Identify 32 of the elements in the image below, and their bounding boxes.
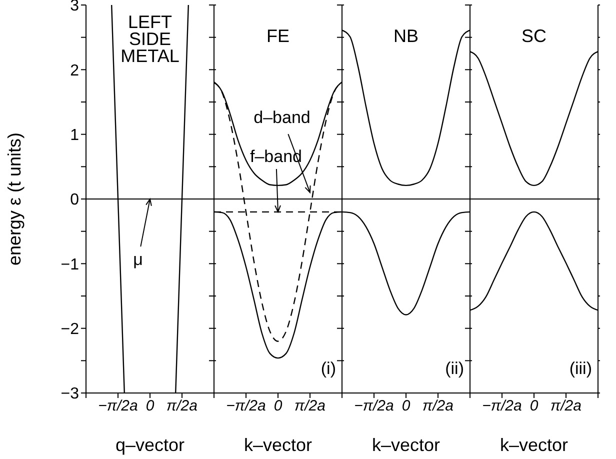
text: LEFT SIDE METAL — [120, 12, 180, 66]
annotation: d–band — [252, 108, 312, 128]
x-axis-title: k–vector — [244, 435, 312, 455]
x-axis-title: k–vector — [372, 435, 440, 455]
x-tick-label: 0 — [402, 398, 411, 415]
x-tick-label: −π/2a — [226, 398, 266, 415]
x-axis-title: q–vector — [115, 435, 185, 455]
y-tick-label: −3 — [60, 386, 80, 403]
y-tick-label: 1 — [70, 127, 80, 144]
annotation: μ — [132, 250, 144, 270]
y-tick-label: −1 — [60, 256, 80, 274]
text: NB — [392, 26, 420, 46]
annotation: (iii) — [568, 359, 592, 379]
x-tick-label: 0 — [530, 398, 539, 415]
x-tick-label: −π/2a — [98, 398, 138, 415]
annotation: (i) — [320, 359, 336, 379]
x-tick-label: −π/2a — [354, 398, 394, 415]
y-axis-title: energy ε (t units) — [4, 132, 24, 266]
x-tick-label: 0 — [274, 398, 283, 415]
annotation: (ii) — [444, 359, 464, 379]
x-axis-title: k–vector — [500, 435, 568, 455]
x-tick-label: 0 — [146, 398, 155, 415]
x-tick-label: π/2a — [422, 398, 454, 415]
x-tick-label: π/2a — [166, 398, 198, 415]
x-tick-label: π/2a — [294, 398, 326, 415]
text: FE — [265, 26, 290, 46]
text: SC — [520, 26, 548, 46]
x-tick-label: −π/2a — [482, 398, 522, 415]
y-tick-label: 2 — [70, 62, 80, 80]
y-tick-label: −2 — [60, 321, 80, 338]
x-tick-label: π/2a — [550, 398, 582, 415]
y-tick-label: 0 — [70, 192, 80, 209]
